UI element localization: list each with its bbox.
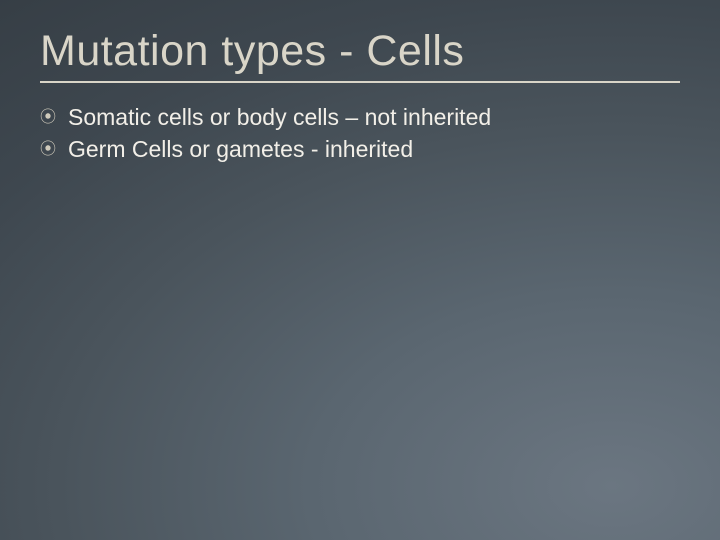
title-divider — [40, 81, 680, 83]
slide-title: Mutation types - Cells — [40, 28, 680, 75]
bullet-list: Somatic cells or body cells – not inheri… — [40, 103, 680, 164]
list-item: Somatic cells or body cells – not inheri… — [62, 103, 680, 132]
list-item: Germ Cells or gametes - inherited — [62, 135, 680, 164]
slide: Mutation types - Cells Somatic cells or … — [0, 0, 720, 540]
